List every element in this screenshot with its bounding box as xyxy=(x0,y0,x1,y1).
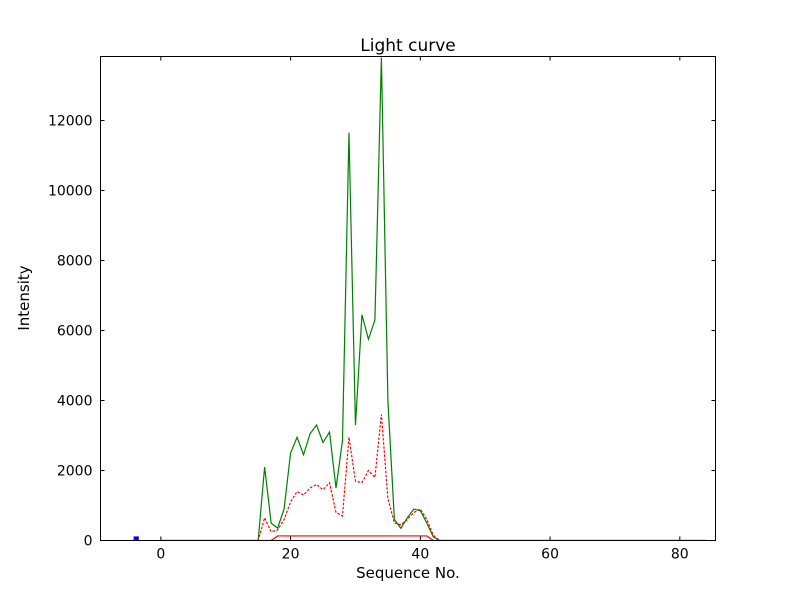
axes-frame xyxy=(100,56,716,541)
chart-title: Light curve xyxy=(360,36,456,56)
series-green-solid xyxy=(160,57,706,541)
y-tick-label: 2000 xyxy=(57,464,93,480)
x-tick-label: 60 xyxy=(541,547,559,563)
x-tick-label: 40 xyxy=(411,547,429,563)
y-tick-label: 8000 xyxy=(57,254,93,270)
x-tick-label: 80 xyxy=(671,547,689,563)
x-tick-label: 20 xyxy=(282,547,300,563)
x-tick-label: 0 xyxy=(156,547,165,563)
y-tick-label: 10000 xyxy=(48,184,93,200)
x-axis-label: Sequence No. xyxy=(356,564,460,582)
y-tick-label: 6000 xyxy=(57,324,93,340)
y-tick-label: 0 xyxy=(84,534,93,550)
series-red-solid xyxy=(160,535,706,541)
series-red-dotted xyxy=(257,414,441,541)
y-tick-label: 4000 xyxy=(57,394,93,410)
series-group xyxy=(133,57,706,541)
y-tick-label: 12000 xyxy=(48,114,93,130)
